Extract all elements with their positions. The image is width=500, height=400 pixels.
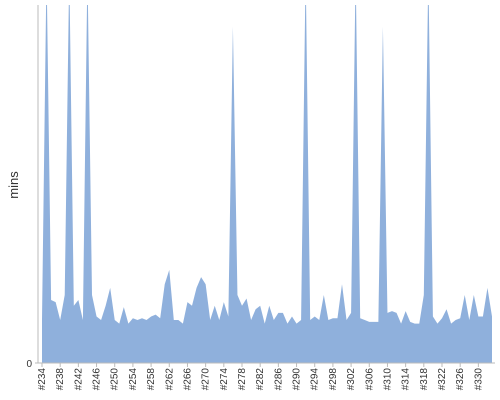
x-tick-label: #270 [201,368,212,391]
x-tick-label: #322 [437,368,448,391]
x-tick-label: #238 [55,368,66,391]
x-tick-label: #250 [110,368,121,391]
y-axis-label: mins [6,171,21,199]
x-tick-label: #326 [455,368,466,391]
x-tick-label: #258 [146,368,157,391]
x-tick-label: #290 [292,368,303,391]
x-tick-label: #286 [273,368,284,391]
x-tick-label: #302 [346,368,357,391]
x-tick-label: #298 [328,368,339,391]
x-tick-label: #282 [255,368,266,391]
x-tick-label: #262 [164,368,175,391]
x-tick-label: #330 [473,368,484,391]
x-tick-label: #294 [310,368,321,391]
x-tick-label: #306 [364,368,375,391]
x-tick-label: #266 [182,368,193,391]
x-tick-label: #310 [382,368,393,391]
x-tick-label: #274 [219,368,230,391]
y-tick-label: 0 [26,359,32,370]
x-tick-label: #246 [92,368,103,391]
x-tick-label: #318 [419,368,430,391]
area [42,5,492,363]
x-tick-label: #234 [37,368,48,391]
x-tick-label: #314 [401,368,412,391]
x-tick-label: #278 [237,368,248,391]
x-tick-label: #254 [128,368,139,391]
x-tick-label: #242 [73,368,84,391]
